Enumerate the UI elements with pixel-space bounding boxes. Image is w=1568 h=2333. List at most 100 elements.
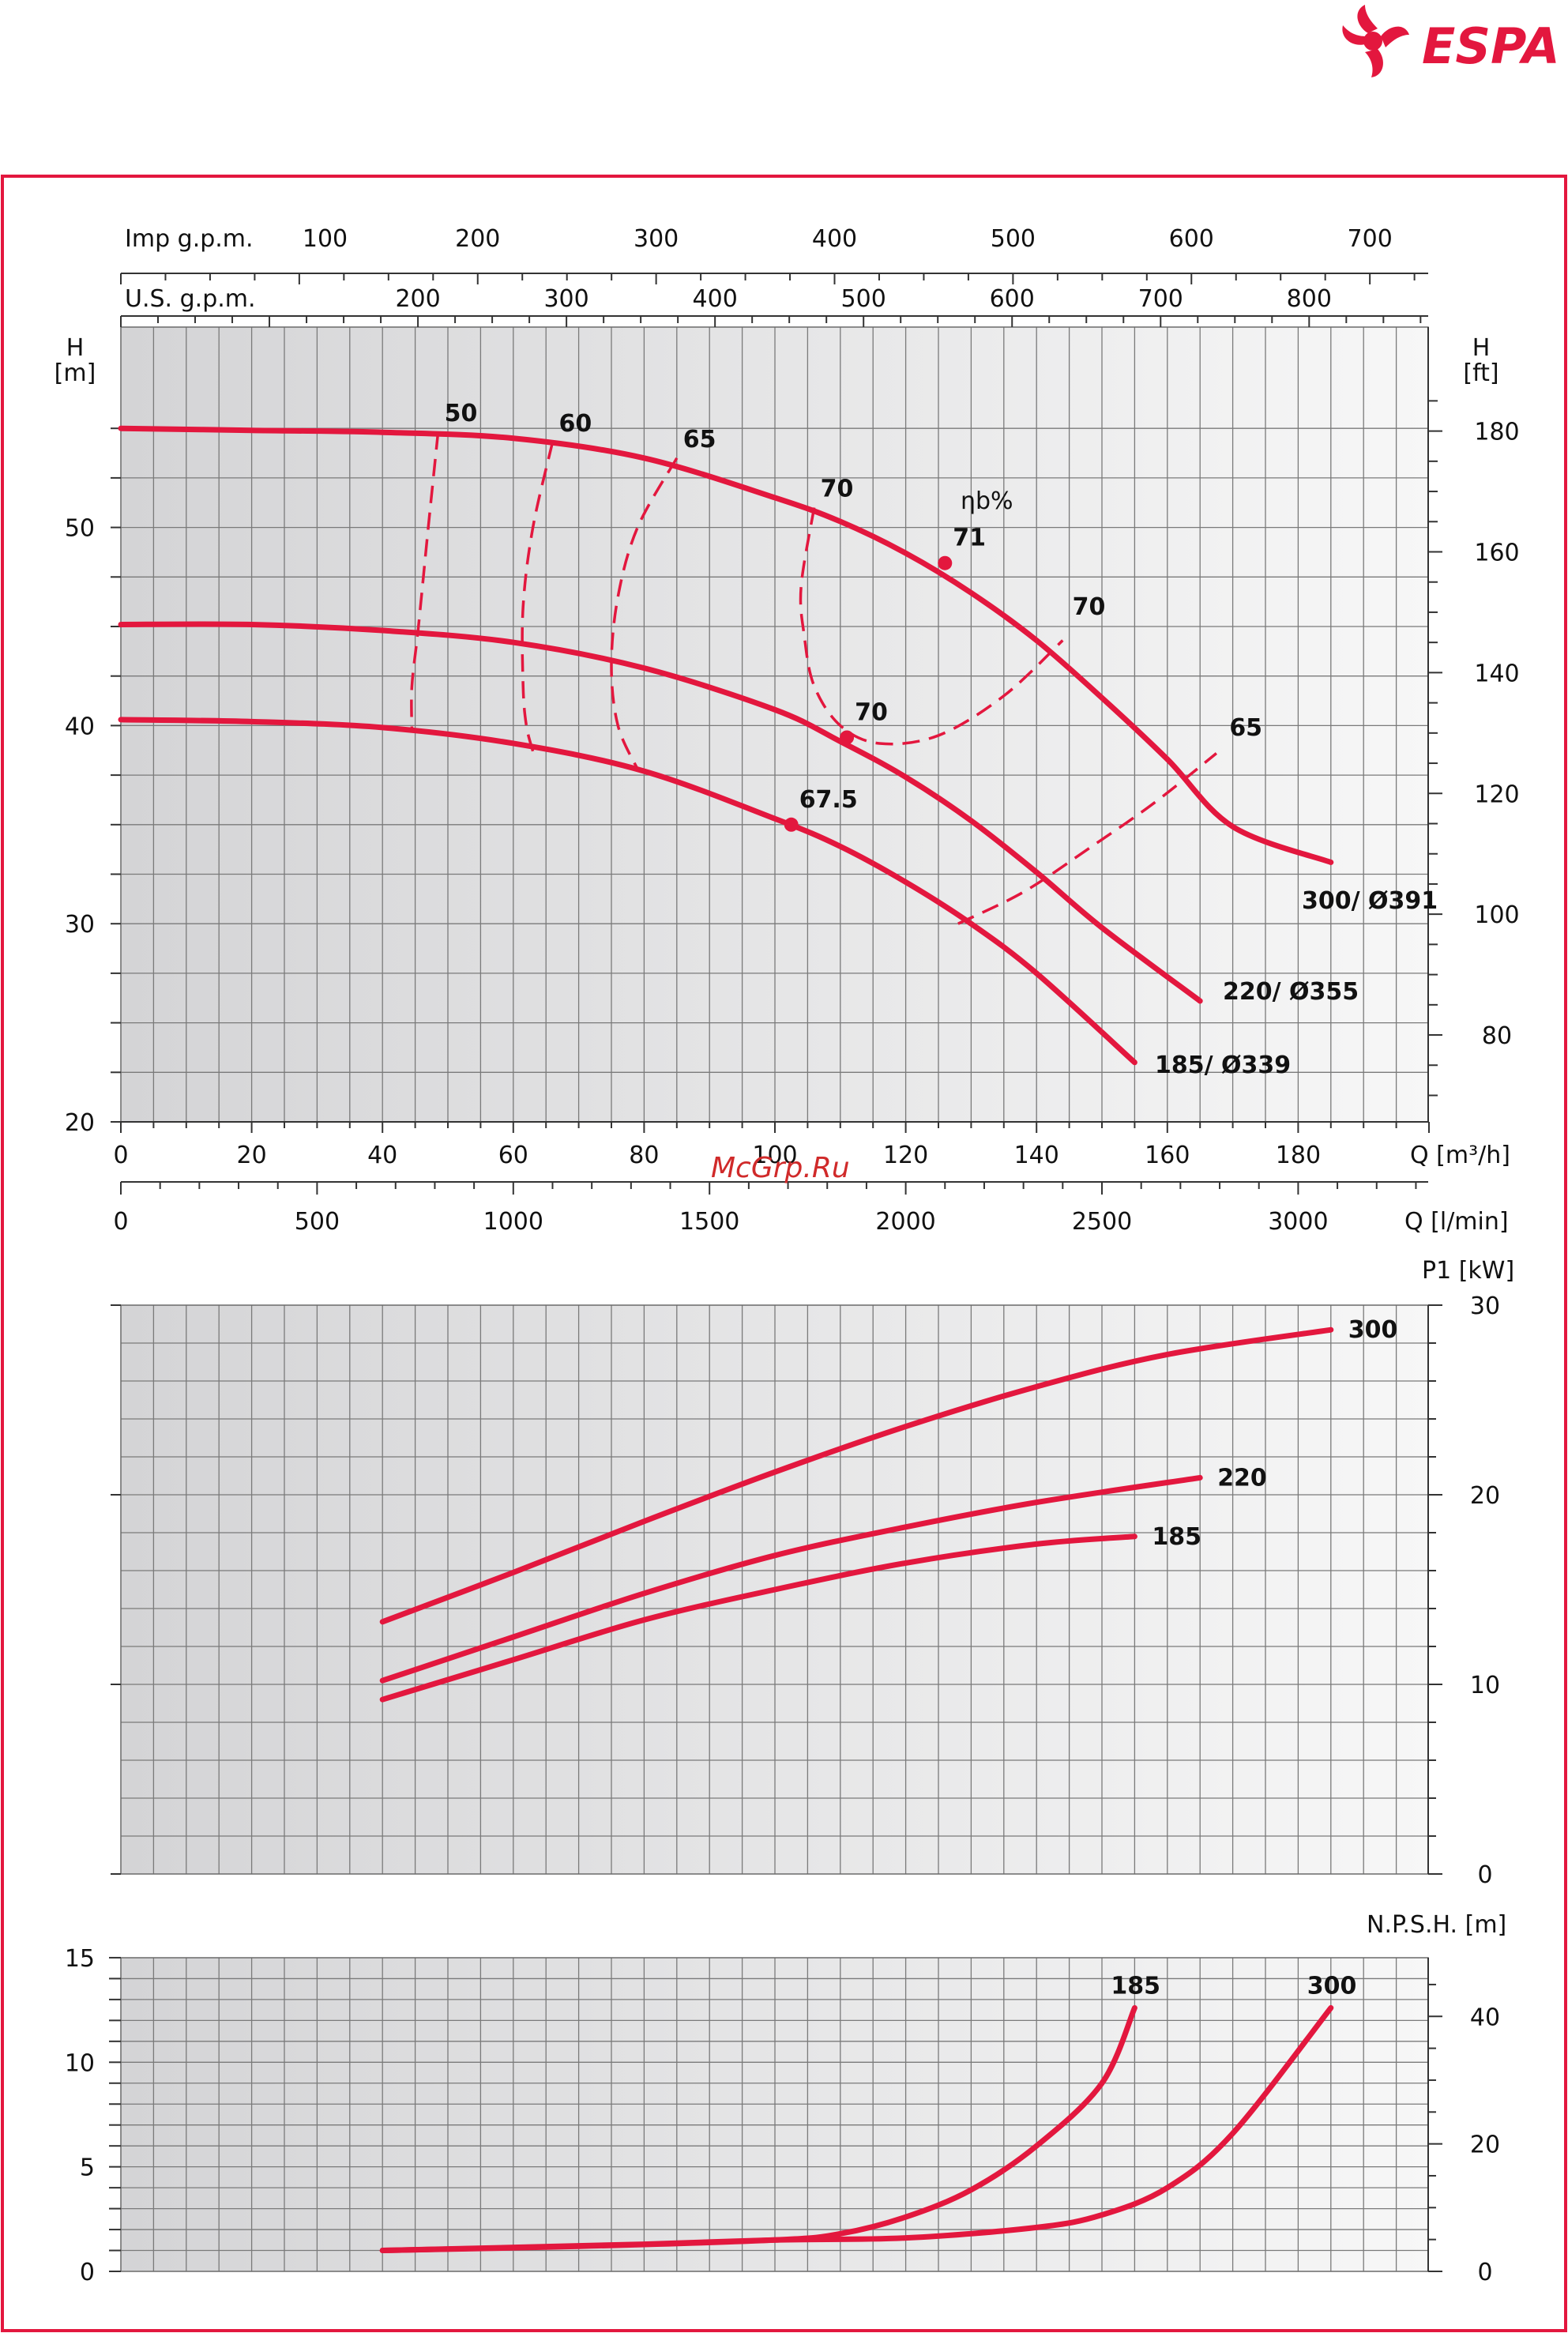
- head-curve-300: [118, 425, 1334, 865]
- us-gpm-tick-label: 600: [990, 285, 1035, 313]
- power-curve-label: 300: [1348, 1316, 1398, 1344]
- efficiency-line-60: [521, 442, 555, 752]
- power-tick-label: 0: [1477, 1861, 1492, 1889]
- head-curve-185: [118, 717, 1137, 1066]
- head-curve-label: 185/ Ø339: [1155, 1052, 1291, 1079]
- npsh-m-tick-label: 15: [65, 1945, 95, 1973]
- head-ft-axis-label: H: [1472, 334, 1491, 362]
- npsh-m-tick-label: 10: [65, 2049, 95, 2077]
- power-curve-185: [379, 1533, 1137, 1703]
- impeller-icon: [1342, 5, 1409, 77]
- us-gpm-tick-label: 200: [395, 285, 440, 313]
- q-m3h-tick-label: 100: [752, 1142, 797, 1169]
- power-curve-label: 185: [1152, 1523, 1201, 1551]
- watermark: McGrp.Ru: [711, 1152, 850, 1184]
- best-efficiency-label: 70: [855, 698, 888, 726]
- best-efficiency-label: 67.5: [799, 786, 858, 814]
- imp-gpm-tick-label: 100: [303, 225, 348, 253]
- efficiency-line-50: [410, 432, 440, 730]
- grid-lines: [120, 326, 1429, 2272]
- q-lmin-tick-label: 0: [113, 1208, 128, 1236]
- us-gpm-tick-label: 500: [841, 285, 886, 313]
- q-lmin-tick-label: 2000: [875, 1208, 935, 1236]
- imp-gpm-tick-label: 500: [991, 225, 1036, 253]
- head-ft-tick-label: 160: [1474, 539, 1519, 566]
- us-gpm-tick-label: 700: [1138, 285, 1183, 313]
- q-m3h-tick-label: 160: [1145, 1142, 1190, 1169]
- q-lmin-tick-label: 3000: [1268, 1208, 1328, 1236]
- best-efficiency-point: [784, 817, 799, 832]
- best-efficiency-point: [840, 730, 855, 745]
- q-lmin-tick-label: 500: [295, 1208, 340, 1236]
- us-gpm-tick-label: 400: [693, 285, 738, 313]
- imp-gpm-tick-label: 400: [812, 225, 857, 253]
- head-ft-tick-label: 140: [1474, 660, 1519, 687]
- q-m3h-tick-label: 40: [367, 1142, 397, 1169]
- imp-gpm-tick-label: 300: [634, 225, 679, 253]
- power-curve-label: 220: [1217, 1464, 1267, 1492]
- q-m3h-tick-label: 120: [883, 1142, 928, 1169]
- performance-curves: [118, 425, 1334, 2254]
- head-m-axis-unit: [m]: [55, 359, 96, 387]
- npsh-ft-tick-label: 20: [1470, 2132, 1500, 2159]
- brand-name: ESPA: [1422, 17, 1560, 75]
- q-m3h-axis-label: Q [m³/h]: [1410, 1142, 1510, 1169]
- npsh-ft-tick-label: 0: [1477, 2259, 1492, 2286]
- head-ft-tick-label: 180: [1474, 419, 1519, 446]
- npsh-ft-tick-label: 40: [1470, 2004, 1500, 2031]
- npsh-curve-label: 300: [1307, 1972, 1357, 2000]
- power-curve-300: [379, 1326, 1334, 1625]
- head-ft-tick-label: 80: [1482, 1022, 1512, 1050]
- q-m3h-tick-label: 20: [237, 1142, 267, 1169]
- efficiency-lines: [410, 432, 1217, 925]
- head-curve-label: 300/ Ø391: [1302, 887, 1438, 915]
- best-efficiency-label: 71: [953, 525, 986, 552]
- imp-gpm-axis-label: Imp g.p.m.: [125, 225, 254, 253]
- head-curve-label: 220/ Ø355: [1223, 978, 1359, 1006]
- q-m3h-tick-label: 60: [498, 1142, 528, 1169]
- npsh-m-tick-label: 5: [80, 2154, 95, 2182]
- head-m-tick-label: 40: [65, 713, 95, 740]
- efficiency-label: 65: [1229, 714, 1262, 742]
- efficiency-title: ηb%: [961, 487, 1013, 515]
- q-m3h-tick-label: 140: [1014, 1142, 1059, 1169]
- efficiency-label: 50: [445, 400, 478, 427]
- npsh-curve-label: 185: [1111, 1972, 1160, 2000]
- head-m-tick-label: 50: [65, 515, 95, 543]
- espa-logo: ESPA: [1342, 5, 1560, 77]
- efficiency-label: 65: [683, 426, 716, 453]
- q-m3h-tick-label: 0: [113, 1142, 128, 1169]
- npsh-m-tick-label: 0: [80, 2259, 95, 2286]
- power-tick-label: 30: [1470, 1293, 1500, 1320]
- efficiency-label: 70: [821, 476, 854, 503]
- power-curve-220: [379, 1474, 1203, 1684]
- q-m3h-tick-label: 80: [629, 1142, 659, 1169]
- efficiency-label: 60: [558, 410, 592, 438]
- head-ft-tick-label: 120: [1474, 781, 1519, 808]
- q-m3h-tick-label: 180: [1276, 1142, 1321, 1169]
- power-axis-label: P1 [kW]: [1422, 1257, 1514, 1285]
- best-efficiency-point: [938, 555, 953, 570]
- q-lmin-tick-label: 2500: [1072, 1208, 1132, 1236]
- npsh-curve-300: [379, 2004, 1334, 2254]
- head-m-tick-label: 30: [65, 911, 95, 939]
- imp-gpm-tick-label: 700: [1348, 225, 1393, 253]
- efficiency-line-70: [799, 507, 1064, 746]
- efficiency-label: 70: [1073, 593, 1106, 621]
- efficiency-line-65: [957, 752, 1217, 925]
- head-ft-tick-label: 100: [1474, 901, 1519, 929]
- q-lmin-tick-label: 1500: [679, 1208, 739, 1236]
- chart-frame: [1, 175, 1567, 2332]
- us-gpm-tick-label: 300: [543, 285, 588, 313]
- head-ft-axis-unit: [ft]: [1463, 359, 1498, 387]
- head-m-tick-label: 20: [65, 1109, 95, 1137]
- head-m-axis-label: H: [66, 334, 85, 362]
- head-curve-220: [118, 621, 1203, 1004]
- q-lmin-axis-label: Q [l/min]: [1404, 1208, 1509, 1236]
- imp-gpm-tick-label: 200: [455, 225, 500, 253]
- npsh-axis-label: N.P.S.H. [m]: [1367, 1911, 1506, 1939]
- us-gpm-axis-label: U.S. g.p.m.: [125, 285, 256, 313]
- power-tick-label: 10: [1470, 1672, 1500, 1699]
